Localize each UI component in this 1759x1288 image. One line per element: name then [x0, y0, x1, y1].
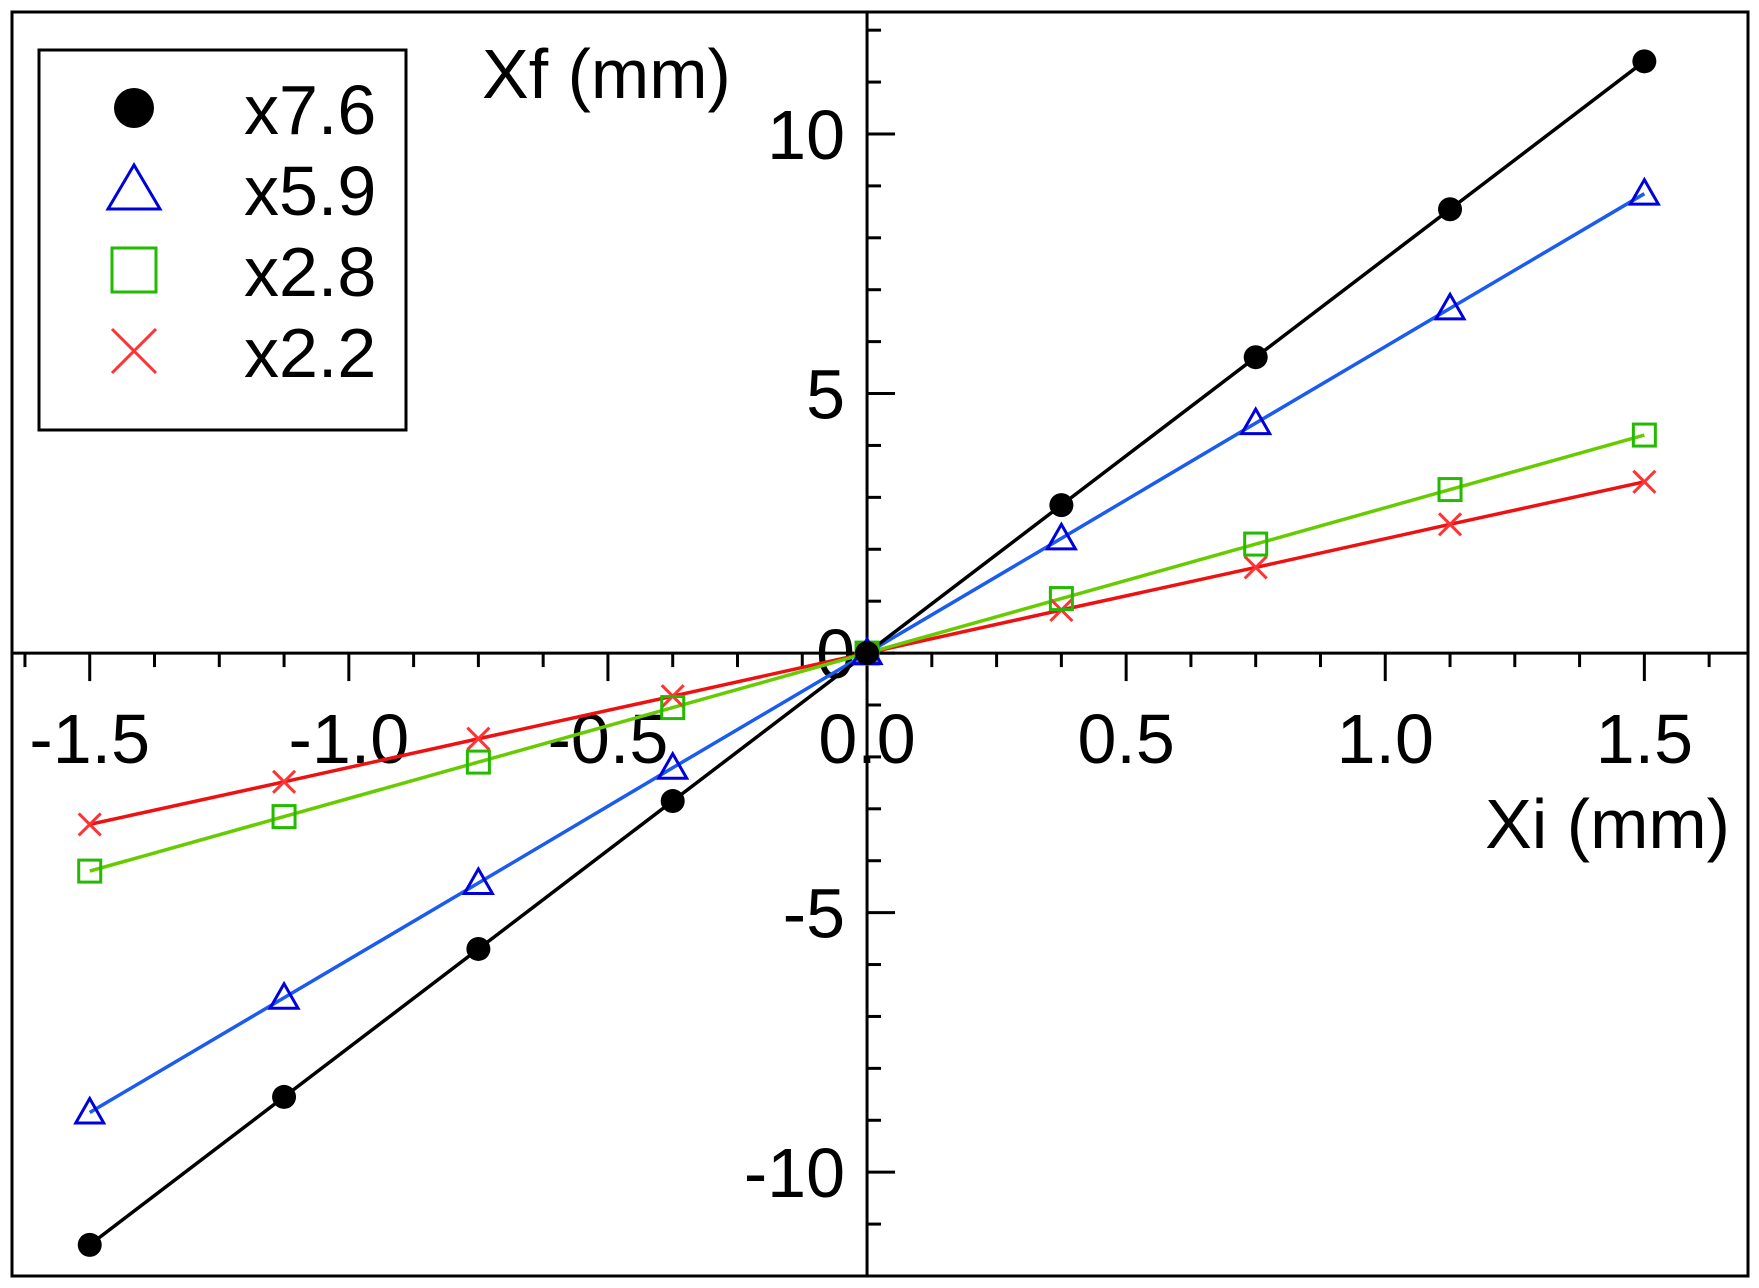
data-point-x5.9: [461, 866, 495, 896]
data-point-x2.8: [660, 695, 686, 721]
data-point-x2.2-stroke: [77, 812, 102, 837]
legend-marker-x2.8: [110, 246, 158, 294]
data-point-x7.6: [466, 936, 491, 961]
x-tick-label: -1.0: [289, 700, 410, 778]
data-point-x2.8: [271, 804, 297, 830]
data-point-x2.2: [77, 812, 102, 837]
legend-marker-stroke: [110, 327, 158, 375]
legend-marker-x5.9: [105, 162, 163, 211]
legend-label-x5.9: x5.9: [244, 152, 376, 230]
y-tick-label: 5: [806, 356, 845, 434]
legend-box: [37, 48, 408, 432]
data-point-x2.8: [1437, 477, 1463, 503]
data-point-x2.2-stroke: [466, 726, 491, 751]
data-point-x7.6: [272, 1084, 297, 1109]
x-tick-label: 0.5: [1077, 700, 1174, 778]
data-point-x7.6: [1632, 49, 1657, 74]
data-point-x2.2: [1632, 469, 1657, 494]
data-point-x7.6: [855, 641, 880, 666]
data-point-x7.6: [1243, 345, 1268, 370]
marker-layer: [73, 49, 1661, 1257]
data-point-x5.9: [73, 1095, 107, 1125]
legend-label-x2.2: x2.2: [244, 314, 376, 392]
data-point-x5.9: [1433, 291, 1467, 321]
data-point-x7.6: [77, 1232, 102, 1257]
data-point-x2.2-stroke: [1632, 469, 1657, 494]
data-point-x2.8: [1243, 531, 1269, 557]
data-point-x2.2-stroke: [271, 769, 297, 794]
data-point-x2.8: [465, 749, 491, 775]
x-tick-label: 1.0: [1337, 700, 1434, 778]
data-point-x5.9: [656, 750, 690, 780]
y-axis-title: Xf (mm): [482, 35, 731, 113]
x-tick-label: 1.5: [1596, 700, 1693, 778]
legend: x7.6x5.9x2.8x2.2: [37, 48, 408, 432]
data-point-x5.9: [1627, 176, 1661, 206]
data-point-x2.2-stroke: [1437, 512, 1463, 537]
data-point-x2.2: [1437, 512, 1463, 537]
data-point-x7.6: [660, 789, 685, 814]
data-point-x2.2: [271, 769, 297, 794]
x-axis-title: Xi (mm): [1485, 785, 1730, 863]
data-point-x5.9: [1239, 406, 1273, 436]
legend-label-x7.6: x7.6: [244, 71, 376, 149]
data-point-x5.9: [1044, 521, 1078, 551]
data-point-x2.2: [466, 726, 491, 751]
legend-label-x2.8: x2.8: [244, 233, 376, 311]
y-tick-label: -5: [783, 875, 845, 953]
y-tick-label: 10: [767, 96, 845, 174]
data-point-x5.9: [267, 980, 301, 1010]
data-point-x2.8: [1048, 586, 1074, 612]
x-tick-label: -1.5: [29, 700, 150, 778]
data-point-x2.8: [77, 858, 103, 884]
data-point-x7.6: [1049, 493, 1074, 518]
legend-marker-x7.6: [114, 88, 154, 128]
data-point-x7.6: [1438, 197, 1463, 222]
legend-marker-x2.2: [110, 327, 158, 375]
x-tick-label: 0.0: [818, 700, 915, 778]
data-point-x2.8: [1631, 422, 1657, 448]
data-point-x2.2-stroke: [1243, 555, 1268, 580]
data-point-x2.2: [1243, 555, 1268, 580]
y-tick-label: -10: [744, 1134, 845, 1212]
